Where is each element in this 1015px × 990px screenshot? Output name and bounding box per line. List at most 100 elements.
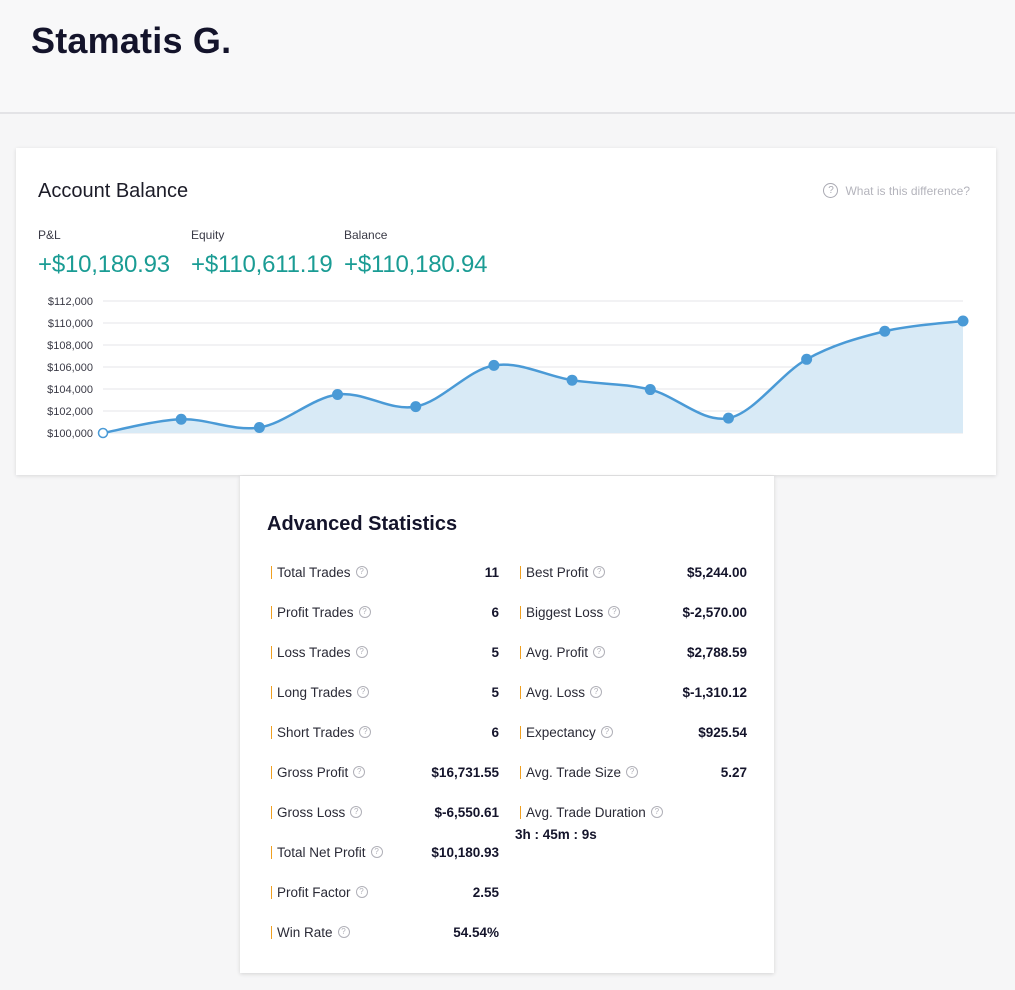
- data-point: [644, 384, 656, 396]
- account-balance-title: Account Balance: [38, 180, 189, 202]
- question-icon[interactable]: ?: [626, 766, 639, 778]
- data-point: [957, 315, 969, 327]
- stat-avg-loss: Avg. Loss? $-1,310.12: [520, 681, 747, 703]
- data-point: [722, 412, 734, 424]
- pnl-metric: P&L +$10,180.93: [38, 228, 170, 279]
- question-icon[interactable]: ?: [370, 846, 383, 858]
- question-icon[interactable]: ?: [358, 606, 371, 618]
- stat-value: 2.55: [472, 884, 499, 900]
- stat-value: 6: [491, 604, 499, 620]
- stat-label: Best Profit: [526, 564, 589, 580]
- question-icon[interactable]: ?: [355, 886, 368, 898]
- stat-label: Avg. Profit: [526, 644, 589, 660]
- data-point: [801, 353, 813, 365]
- equity-label: Equity: [191, 228, 225, 242]
- stat-win-rate: Win Rate? 54.54%: [271, 921, 499, 943]
- account-balance-chart: $100,000 $102,000 $104,000 $106,000 $108,000…: [47, 296, 969, 440]
- stat-avg-trade-size: Avg. Trade Size? 5.27: [520, 761, 747, 783]
- y-tick-label: $102,000: [47, 406, 93, 418]
- data-point: [332, 389, 344, 400]
- data-point: [253, 422, 265, 433]
- stat-value: 11: [484, 564, 499, 580]
- advanced-statistics-card: Advanced Statistics Total Trades? 11 Pro…: [240, 476, 774, 973]
- y-tick-label: $104,000: [47, 384, 93, 396]
- y-tick-label: $108,000: [47, 340, 93, 352]
- balance-label: Balance: [344, 228, 388, 242]
- stat-avg-trade-duration: Avg. Trade Duration?: [520, 801, 747, 823]
- stat-value: 5: [491, 644, 499, 660]
- stat-avg-profit: Avg. Profit? $2,788.59: [520, 641, 747, 663]
- stat-label: Total Net Profit: [277, 844, 366, 860]
- stat-value: $10,180.93: [431, 844, 499, 860]
- question-icon[interactable]: ?: [593, 566, 606, 578]
- stat-label: Profit Factor: [277, 884, 351, 900]
- stat-value: $-1,310.12: [682, 684, 747, 700]
- question-icon[interactable]: ?: [350, 806, 363, 818]
- stat-gross-loss: Gross Loss? $-6,550.61: [271, 801, 499, 823]
- stat-total-trades: Total Trades? 11: [271, 561, 499, 583]
- data-point: [410, 401, 422, 413]
- stat-short-trades: Short Trades? 6: [271, 721, 499, 743]
- stat-biggest-loss: Biggest Loss? $-2,570.00: [520, 601, 747, 623]
- stat-label: Loss Trades: [277, 644, 351, 660]
- avg-trade-duration-value: 3h : 45m : 9s: [515, 827, 597, 842]
- question-icon[interactable]: ?: [355, 566, 368, 578]
- question-icon: ?: [823, 183, 839, 198]
- data-point: [97, 427, 109, 439]
- difference-help-link[interactable]: ? What is this difference?: [823, 183, 970, 198]
- stat-value: $-2,570.00: [682, 604, 747, 620]
- stat-label: Avg. Loss: [526, 684, 586, 700]
- equity-metric: Equity +$110,611.19: [191, 228, 333, 279]
- question-icon[interactable]: ?: [355, 646, 368, 658]
- question-icon[interactable]: ?: [357, 686, 370, 698]
- difference-help-label: What is this difference?: [845, 183, 970, 198]
- stat-value: $925.54: [698, 724, 747, 740]
- y-tick-label: $106,000: [47, 362, 93, 374]
- stat-label: Win Rate: [277, 924, 333, 940]
- stat-value: 5.27: [720, 764, 747, 780]
- balance-metric: Balance +$110,180.94: [344, 228, 488, 279]
- data-point: [566, 374, 578, 386]
- stat-label: Biggest Loss: [526, 604, 604, 620]
- y-tick-label: $100,000: [47, 428, 93, 440]
- question-icon[interactable]: ?: [590, 686, 603, 698]
- stat-long-trades: Long Trades? 5: [271, 681, 499, 703]
- question-icon[interactable]: ?: [359, 726, 372, 738]
- stat-value: $5,244.00: [686, 564, 747, 580]
- stat-profit-factor: Profit Factor? 2.55: [271, 881, 499, 903]
- pnl-label: P&L: [38, 228, 61, 242]
- stat-value: 6: [491, 724, 499, 740]
- stat-label: Short Trades: [277, 724, 355, 740]
- stat-label: Long Trades: [277, 684, 353, 700]
- stat-label: Gross Profit: [277, 764, 349, 780]
- top-header: Stamatis G.: [0, 0, 1015, 114]
- account-balance-card: Account Balance ? What is this differenc…: [16, 148, 996, 475]
- stat-value: $-6,550.61: [434, 804, 499, 820]
- user-name: Stamatis G.: [31, 20, 232, 61]
- stat-total-net-profit: Total Net Profit? $10,180.93: [271, 841, 499, 863]
- stat-value: 5: [491, 684, 499, 700]
- question-icon[interactable]: ?: [608, 606, 621, 618]
- equity-value: +$110,611.19: [191, 251, 333, 278]
- stat-label: Gross Loss: [277, 804, 346, 820]
- advanced-statistics-title: Advanced Statistics: [267, 513, 458, 535]
- stat-value: $2,788.59: [686, 644, 747, 660]
- balance-value: +$110,180.94: [344, 251, 488, 278]
- question-icon[interactable]: ?: [353, 766, 366, 778]
- stat-best-profit: Best Profit? $5,244.00: [520, 561, 747, 583]
- balance-area-fill: [103, 321, 963, 433]
- y-tick-label: $112,000: [48, 296, 93, 308]
- question-icon[interactable]: ?: [593, 646, 606, 658]
- stat-label: Profit Trades: [277, 604, 354, 620]
- stat-profit-trades: Profit Trades? 6: [271, 601, 499, 623]
- stat-gross-profit: Gross Profit? $16,731.55: [271, 761, 499, 783]
- question-icon[interactable]: ?: [337, 926, 350, 938]
- stat-expectancy: Expectancy? $925.54: [520, 721, 747, 743]
- y-tick-label: $110,000: [48, 318, 93, 330]
- stat-label: Avg. Trade Duration: [526, 804, 646, 820]
- stat-loss-trades: Loss Trades? 5: [271, 641, 499, 663]
- stat-value: 54.54%: [453, 924, 499, 940]
- question-icon[interactable]: ?: [600, 726, 613, 738]
- pnl-value: +$10,180.93: [38, 251, 170, 278]
- question-icon[interactable]: ?: [650, 806, 663, 818]
